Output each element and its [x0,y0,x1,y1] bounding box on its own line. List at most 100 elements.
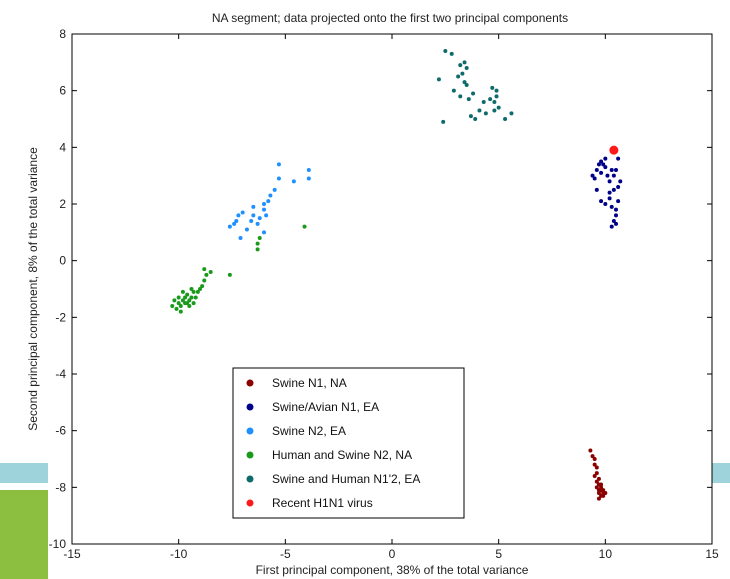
data-point-series-1 [599,199,604,204]
data-point-series-2 [251,204,256,209]
x-tick-label: 0 [389,547,396,561]
data-point-series-3 [302,224,307,229]
data-point-series-3 [185,292,190,297]
decorative-band-teal-right [712,463,730,483]
data-point-series-4 [456,74,461,79]
data-point-series-0 [596,491,601,495]
x-axis-label: First principal component, 38% of the to… [256,563,529,577]
data-point-series-0 [603,491,608,495]
data-point-series-3 [183,295,188,300]
data-point-series-4 [471,91,476,96]
data-point-series-0 [596,476,601,481]
data-point-series-2 [249,219,254,223]
data-point-series-3 [170,304,175,308]
data-point-series-4 [468,114,473,119]
data-point-series-1 [607,179,612,184]
x-tick-label: 10 [599,547,613,561]
data-point-series-1 [603,165,608,170]
data-point-series-3 [255,247,260,252]
decorative-band-teal [0,463,48,483]
data-point-series-2 [240,210,245,215]
data-point-series-2 [255,221,260,226]
data-point-series-0 [592,462,597,467]
data-point-series-2 [234,219,239,223]
data-point-series-3 [180,298,185,303]
x-tick-label: 5 [495,547,502,561]
data-point-series-2 [238,236,243,240]
data-point-series-4 [473,117,478,121]
y-tick-label: 2 [59,197,66,211]
data-point-series-3 [187,304,192,308]
data-point-series-4 [436,77,441,82]
data-point-series-3 [176,295,181,300]
data-point-series-3 [191,289,196,294]
data-point-series-3 [227,272,232,277]
legend-label: Recent H1N1 virus [272,496,373,510]
data-point-series-1 [616,199,621,204]
chart-title: NA segment; data projected onto the firs… [212,11,568,25]
data-point-series-0 [601,488,606,493]
data-point-series-1 [607,190,612,195]
data-point-series-1 [601,162,606,167]
data-point-series-2 [268,193,273,198]
data-point-series-2 [291,179,296,184]
data-point-series-0 [588,448,593,453]
data-point-series-2 [276,176,281,181]
data-point-series-0 [594,485,599,490]
data-point-series-1 [614,207,618,212]
legend-box [232,367,465,519]
data-point-series-1 [611,187,616,192]
data-point-series-4 [481,100,486,104]
data-point-series-4 [464,83,469,87]
legend-marker [246,403,254,411]
data-point-series-1 [609,168,614,172]
data-point-series-1 [616,156,621,161]
data-point-series-3 [187,298,192,303]
y-tick-label: -2 [55,310,66,324]
data-point-series-4 [503,117,508,121]
data-point-series-3 [189,295,194,300]
data-point-series-1 [616,185,621,189]
data-point-series-0 [594,479,599,484]
data-point-series-2 [272,187,277,192]
legend-marker [246,379,254,387]
decorative-band-green [0,490,48,579]
data-point-series-1 [618,179,623,184]
data-point-series-3 [191,301,196,306]
data-point-series-0 [592,457,597,461]
data-point-series-0 [590,454,595,459]
data-point-series-3 [174,306,179,311]
data-point-series-3 [185,301,190,306]
legend-label: Swine N1, NA [272,376,347,390]
y-tick-label: -4 [55,367,66,381]
data-point-series-1 [611,219,616,223]
data-point-series-1 [599,170,604,175]
y-tick-label: -6 [55,424,66,438]
data-point-series-1 [614,221,618,226]
y-tick-label: -8 [55,480,66,494]
legend-label: Swine/Avian N1, EA [272,400,379,414]
data-point-series-4 [490,85,495,90]
data-point-series-1 [596,162,601,167]
data-point-series-2 [262,207,266,212]
data-point-series-3 [178,304,183,308]
legend: Swine N1, NA Swine/Avian N1, EA Swine N2, … [232,367,465,519]
legend-marker [246,451,254,459]
data-point-series-2 [236,213,241,218]
data-point-series-4 [492,100,497,104]
data-point-series-3 [255,241,260,246]
data-point-series-1 [590,173,595,178]
data-point-series-2 [227,224,232,229]
data-point-series-4 [494,94,499,99]
legend-items: Swine N1, NA Swine/Avian N1, EA Swine N2, … [246,376,420,510]
data-point-series-1 [592,176,597,181]
data-point-series-2 [244,227,249,232]
data-point-series-4 [466,97,471,102]
data-point-series-3 [193,295,198,300]
y-tick-label: 8 [59,27,66,41]
data-point-series-4 [483,111,488,116]
data-point-series-4 [462,80,467,85]
data-point-series-1 [609,224,614,229]
